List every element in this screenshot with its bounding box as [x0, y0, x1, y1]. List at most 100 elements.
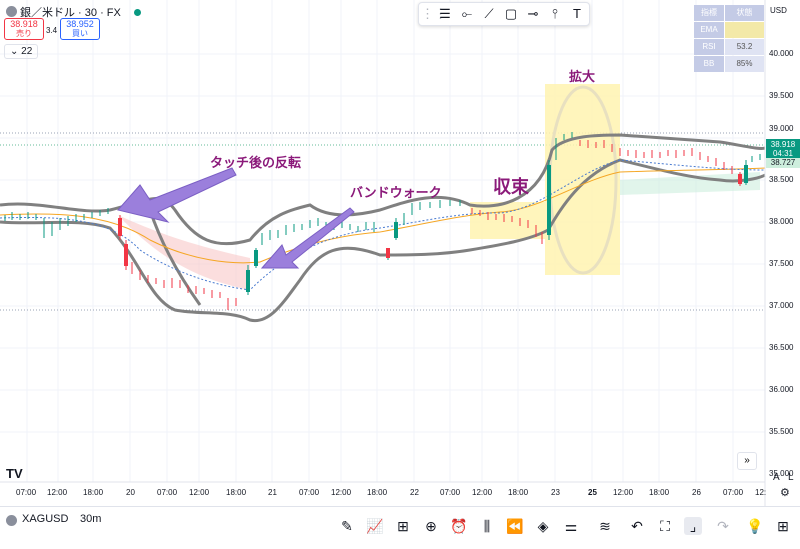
price-axis[interactable]: USD 40.000 39.500 39.000 38.918 04:31 38…: [766, 0, 800, 482]
candles-icon[interactable]: ⫼: [483, 518, 491, 534]
lightbulb-icon[interactable]: 💡: [746, 518, 764, 534]
vertical-line-icon[interactable]: ⫯: [552, 6, 558, 21]
bb-mid-left: [148, 209, 202, 306]
drag-handle-icon[interactable]: ⋮⋮: [421, 6, 447, 21]
symbol-title-text: 銀／米ドル · 30 · FX: [20, 7, 121, 19]
time-label: 18:00: [83, 488, 104, 497]
arrow-band-walk: [260, 207, 355, 269]
bottom-toolbar: XAGUSD 30m ✎ 📈 ⊞ ⊕ ⏰ ⫼ ⏪ ◈ ⚌ ≋ ↶ ⛶ ⌟ ↷ 💡…: [0, 506, 800, 549]
ema-orange: [0, 167, 766, 264]
time-label: 12:00: [331, 488, 352, 497]
arrow-touch-reverse: [117, 167, 237, 223]
expand-highlight: [545, 84, 620, 275]
sliders-icon[interactable]: ⚌: [564, 518, 578, 534]
table-cell: EMA: [694, 22, 724, 38]
ma-fill-red: [118, 215, 250, 290]
symbol-title[interactable]: 銀／米ドル · 30 · FX: [6, 4, 141, 20]
horizontal-line-icon[interactable]: ⟜: [461, 6, 473, 21]
grid-icon[interactable]: ⊞: [397, 518, 409, 534]
fullscreen-icon[interactable]: ⛶: [660, 518, 670, 534]
ema-blue: [0, 159, 766, 291]
spread-value: 3.4: [46, 26, 58, 35]
replay-icon[interactable]: ⏪: [506, 518, 524, 534]
buy-button[interactable]: 38.952 買い: [60, 18, 100, 40]
settings-gear-icon[interactable]: ⚙: [780, 487, 790, 499]
interval-button[interactable]: 30m: [80, 513, 102, 525]
time-label: 25: [588, 488, 597, 497]
undo-icon[interactable]: ↶: [631, 518, 643, 534]
sell-label: 売り: [16, 29, 32, 38]
time-label: 18:00: [508, 488, 529, 497]
time-label: 22: [410, 488, 419, 497]
price-tick: 39.500: [769, 91, 794, 100]
table-cell: 53.2: [725, 39, 764, 55]
symbol-logo-icon: [6, 515, 17, 526]
ema-price-label: 38.727: [766, 158, 800, 168]
layers-icon[interactable]: ◈: [537, 518, 549, 534]
table-cell: 85%: [725, 56, 764, 72]
price-tick: 38.500: [769, 175, 794, 184]
time-label: 26: [692, 488, 701, 497]
time-label: 23: [551, 488, 560, 497]
indicator-table: 指標 状態 EMA RSI 53.2 BB 85%: [694, 5, 764, 73]
redo-icon[interactable]: ↷: [717, 518, 729, 534]
last-price-label: 38.918 04:31: [766, 139, 800, 159]
time-label: 18:00: [367, 488, 388, 497]
sell-button[interactable]: 38.918 売り: [4, 18, 44, 40]
currency-label: USD: [770, 6, 787, 15]
annotation-band-walk: バンドウォーク: [350, 185, 442, 200]
annotation-expand: 拡大: [569, 69, 596, 84]
table-cell: [725, 22, 764, 38]
table-cell: BB: [694, 56, 724, 72]
auto-scale-toggle[interactable]: A: [773, 472, 780, 483]
scroll-to-latest-button[interactable]: »: [737, 452, 757, 470]
log-scale-toggle[interactable]: L: [788, 472, 794, 483]
alert-icon[interactable]: ⏰: [450, 518, 468, 534]
table-header-cell: 状態: [725, 5, 764, 21]
squeeze-highlight: [470, 202, 545, 239]
ma-fill-green: [620, 172, 760, 195]
trend-line-icon[interactable]: ⟋: [484, 6, 494, 21]
annotation-touch-reverse: タッチ後の反転: [210, 155, 302, 170]
price-tick: 39.000: [769, 124, 794, 133]
text-icon[interactable]: T: [573, 6, 581, 21]
price-tick: 35.500: [769, 427, 794, 436]
time-label: 21: [268, 488, 277, 497]
time-axis[interactable]: 07:00 12:00 18:00 20 07:00 12:00 18:00 2…: [0, 488, 766, 502]
sell-price: 38.918: [10, 19, 38, 29]
price-tick: 36.000: [769, 385, 794, 394]
chevron-down-icon: ⌄: [10, 46, 19, 57]
time-label: 07:00: [299, 488, 320, 497]
time-label: 12:00: [472, 488, 493, 497]
rectangle-icon[interactable]: ▢: [504, 6, 518, 21]
pencil-icon[interactable]: ✎: [341, 518, 353, 534]
time-label: 12:00: [189, 488, 210, 497]
time-label: 20: [126, 488, 135, 497]
price-tick: 35.000: [769, 469, 794, 478]
buy-price: 38.952: [66, 19, 94, 29]
collapse-icon[interactable]: ⌟: [684, 517, 702, 535]
indicator-count: 22: [21, 46, 33, 57]
table-cell: RSI: [694, 39, 724, 55]
last-price: 38.918: [770, 140, 796, 149]
horizontal-ray-icon[interactable]: ⊸: [527, 6, 539, 21]
price-tick: 40.000: [769, 49, 794, 58]
add-panel-icon[interactable]: ⊞: [777, 518, 789, 534]
template-icon[interactable]: ☰: [439, 6, 451, 21]
indicators-icon[interactable]: 📈: [366, 518, 384, 534]
time-label: 07:00: [723, 488, 744, 497]
indicator-toggle[interactable]: ⌄ 22: [4, 44, 39, 59]
time-label: 07:00: [16, 488, 37, 497]
drawing-toolbar: ⋮⋮ ☰ ⟜ ⟋ ▢ ⊸ ⫯ T: [418, 2, 590, 26]
add-icon[interactable]: ⊕: [425, 518, 437, 534]
symbol-search-button[interactable]: XAGUSD: [22, 513, 69, 525]
annotation-squeeze: 収束: [493, 177, 529, 197]
price-tick: 37.000: [769, 301, 794, 310]
countdown: 04:31: [772, 149, 794, 158]
time-label: 07:00: [440, 488, 461, 497]
double-chevron-right-icon: »: [744, 455, 750, 466]
compare-icon[interactable]: ≋: [599, 518, 611, 534]
symbol-logo-icon: [6, 6, 17, 17]
time-label: 12:00: [47, 488, 68, 497]
